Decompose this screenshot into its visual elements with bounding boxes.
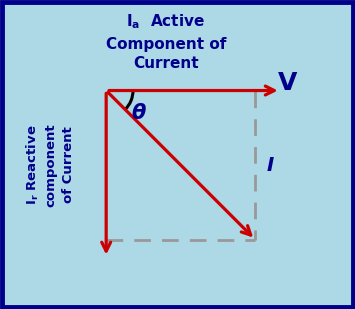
Text: Component of: Component of [105, 37, 226, 52]
Text: Current: Current [133, 56, 198, 71]
Text: $\mathbf{I_a}$  Active: $\mathbf{I_a}$ Active [126, 12, 205, 31]
Text: θ: θ [132, 103, 146, 123]
Text: I: I [267, 155, 274, 175]
Text: $\mathbf{I_r}$ Reactive
component
of Current: $\mathbf{I_r}$ Reactive component of Cur… [24, 123, 75, 207]
Text: V: V [278, 71, 298, 95]
